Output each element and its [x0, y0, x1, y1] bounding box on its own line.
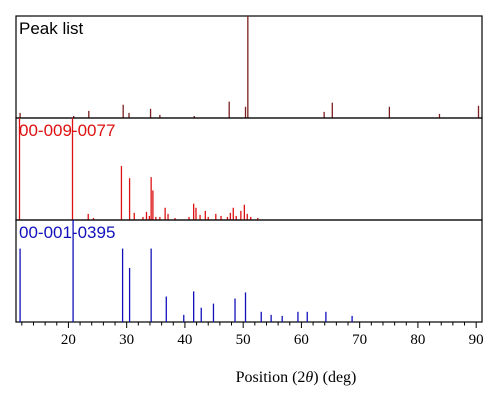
panel-label: 00-009-0077: [19, 121, 115, 140]
x-tick-label: 40: [177, 332, 192, 348]
panel-reference-00-001-0395: 00-001-0395: [15, 219, 483, 323]
panel-peak-list: Peak list: [15, 15, 483, 119]
x-tick-label: 50: [236, 332, 251, 348]
x-axis-title: Position (2θ) (deg): [236, 369, 357, 386]
panel-frame: [15, 15, 483, 119]
panel-frame: [15, 219, 483, 323]
x-tick-label: 70: [352, 332, 367, 348]
x-tick-label: 90: [469, 332, 484, 348]
panel-label: Peak list: [19, 19, 84, 38]
x-tick-label: 80: [410, 332, 425, 348]
x-tick-label: 60: [294, 332, 309, 348]
panel-reference-00-009-0077: 00-009-0077: [15, 117, 483, 221]
x-tick-label: 30: [119, 332, 134, 348]
x-tick-label: 20: [61, 332, 76, 348]
x-axis: 20 30 40 50 60 70 80 90: [21, 322, 484, 348]
panel-label: 00-001-0395: [19, 223, 115, 242]
